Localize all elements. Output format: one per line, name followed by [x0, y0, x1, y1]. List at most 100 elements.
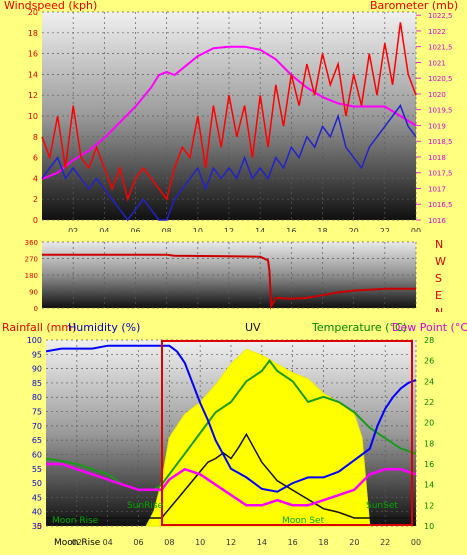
- y-axis-left: 035 40 45 50 55 60 65 70 75 80 85 90 95 100: [27, 336, 42, 531]
- x-tick-label: 16: [286, 227, 296, 232]
- x-tick-label: 14: [257, 538, 267, 547]
- x-tick-label: 10: [195, 538, 205, 547]
- moon-rise-label: Moon Rise: [52, 516, 99, 526]
- y-tick-label: 10: [28, 112, 38, 121]
- y-tick-label: 360: [25, 239, 38, 247]
- y-axis-left: 0 2 4 6 8 10 12 14 16 18 20: [28, 8, 38, 225]
- y-tick-label: 14: [28, 70, 38, 79]
- y-tick-label: 2: [33, 195, 38, 204]
- x-tick-label: 06: [133, 538, 143, 547]
- uv-index-line: [46, 432, 416, 519]
- grid: [42, 241, 417, 309]
- compass-label: S: [435, 272, 442, 285]
- y-axis-right: 1016 1016,5 1017 1017,5 1018 1018,5 1019 1019,5…: [416, 12, 453, 225]
- sunrise-label: SunRise: [127, 501, 164, 511]
- y-right-tick-label: 1017,5: [428, 170, 453, 178]
- wind-direction-chart: 0 90 180 270 360 NWSEN: [25, 238, 446, 312]
- compass-labels: NWSEN: [435, 238, 446, 312]
- y-tick-label: 95: [32, 350, 42, 359]
- y-right-tick-label: 1022: [428, 28, 446, 36]
- dewpoint-axis-label: Dew Point (°C): [392, 321, 467, 334]
- x-tick-label: 16: [288, 538, 298, 547]
- moon-rise-label-bottom: Moon Rise: [54, 538, 101, 548]
- y-right-tick-label: 20: [424, 419, 434, 428]
- x-tick-label: 22: [380, 227, 390, 232]
- y-right-tick-label: 12: [424, 501, 434, 510]
- x-tick-label: 00: [411, 227, 421, 232]
- x-tick-label: 12: [224, 227, 234, 232]
- windspeed-line: [41, 22, 417, 202]
- y-right-tick-label: 1019: [428, 122, 446, 130]
- x-tick-label: 08: [164, 538, 174, 547]
- y-tick-label: 6: [33, 154, 38, 163]
- wind-direction-line: [42, 253, 416, 310]
- temperature-line: [45, 359, 417, 491]
- y-tick-label: 65: [32, 436, 42, 445]
- compass-label: N: [435, 306, 443, 312]
- y-tick-label: 270: [25, 256, 38, 264]
- y-right-tick-label: 26: [424, 357, 434, 366]
- x-tick-label: 20: [349, 227, 359, 232]
- y-tick-label: 100: [27, 336, 42, 345]
- y-tick-label: 45: [32, 493, 42, 502]
- y-right-tick-label: 28: [424, 336, 434, 345]
- y-right-tick-label: 1019,5: [428, 107, 453, 115]
- y-axis-right: 10 12 14 16 18 20 22 24 26 28: [424, 336, 434, 531]
- y-tick-label: 70: [32, 422, 42, 431]
- y-right-tick-label: 10: [424, 522, 434, 531]
- y-axis-left: 0 90 180 270 360: [25, 239, 38, 312]
- x-tick-label: 04: [103, 538, 113, 547]
- y-tick-label: 0: [33, 216, 38, 225]
- y-right-tick-label: 1016: [428, 217, 446, 225]
- y-tick-label: 4: [33, 174, 38, 183]
- x-tick-label: 02: [68, 227, 78, 232]
- y-right-tick-label: 18: [424, 439, 434, 448]
- rainfall-box: [161, 340, 413, 526]
- y-right-tick-label: 1016,5: [428, 201, 453, 209]
- compass-label: W: [435, 255, 446, 268]
- x-tick-label: 18: [317, 227, 327, 232]
- sunset-label: SunSet: [366, 501, 398, 511]
- x-axis: 02 04 06 08 10 12 14 16 18 20 22 00: [72, 538, 421, 547]
- y-tick-label: 85: [32, 379, 42, 388]
- x-tick-label: 06: [130, 227, 140, 232]
- x-axis: 02 04 06 08 10 12 14 16 18 20 22 00: [68, 227, 421, 232]
- y-tick-label: 40: [32, 508, 42, 517]
- y-tick-label: 75: [32, 408, 42, 417]
- y-right-tick-label: 1020: [428, 91, 446, 99]
- solar-radiation-area: [145, 348, 371, 527]
- windspeed-axis-label: Windspeed (kph): [4, 0, 97, 12]
- compass-label: N: [435, 238, 443, 251]
- rainfall-axis-label: Rainfall (mm): [2, 321, 76, 334]
- y-right-tick-label: 1020,5: [428, 75, 453, 83]
- y-tick-label: 50: [32, 479, 42, 488]
- y-tick-label: 0: [34, 305, 38, 312]
- x-tick-label: 00: [411, 538, 421, 547]
- y-tick-label: 35: [32, 522, 42, 531]
- y-right-tick-label: 1021: [428, 59, 446, 67]
- x-tick-label: 04: [99, 227, 109, 232]
- y-right-tick-label: 24: [424, 377, 434, 386]
- humidity-axis-label: Humidity (%): [68, 321, 140, 334]
- y-tick-label: 180: [25, 272, 38, 280]
- humidity-line: [45, 344, 417, 493]
- wind-average-line: [41, 104, 417, 222]
- y-right-tick-label: 14: [424, 481, 434, 490]
- y-right-tick-label: 1021,5: [428, 44, 453, 52]
- x-tick-label: 18: [318, 538, 328, 547]
- temperature-axis-label: Temperature (°C): [311, 321, 407, 334]
- y-tick-label: 90: [29, 289, 38, 297]
- dewpoint-line: [46, 462, 417, 507]
- y-tick-label: 60: [32, 450, 42, 459]
- x-tick-label: 20: [349, 538, 359, 547]
- x-tick-label: 08: [162, 227, 172, 232]
- y-right-tick-label: 22: [424, 398, 434, 407]
- y-tick-label: 12: [28, 91, 38, 100]
- x-tick-label: 10: [193, 227, 203, 232]
- uv-axis-label: UV: [245, 321, 261, 334]
- barometer-axis-label: Barometer (mb): [370, 0, 458, 12]
- y-right-tick-label: 1018,5: [428, 138, 453, 146]
- x-tick-label: 14: [255, 227, 265, 232]
